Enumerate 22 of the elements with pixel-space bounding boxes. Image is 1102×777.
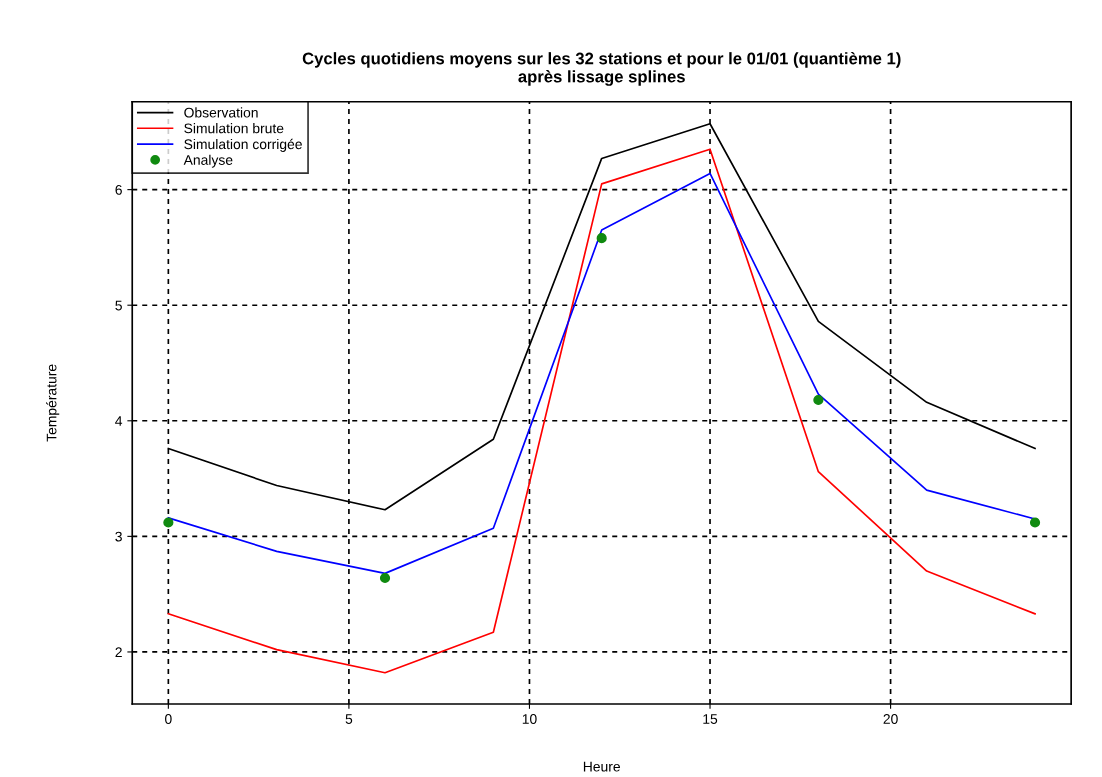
legend-label: Observation [184,107,258,118]
legend-label: Analyse [183,154,233,168]
point [163,517,174,528]
y-tick-label: 5 [115,300,122,311]
x-tick-label: 20 [883,714,898,724]
point [379,572,391,584]
y-tick-label: 6 [115,184,122,195]
point [1029,517,1041,528]
x-axis-title: Heure [583,761,620,772]
chart-title: Cycles quotidiens moyens sur les 32 stations et pour le 01/01 (quantième 1) après lissage splines [302,51,901,86]
y-axis-title: Température [46,364,60,442]
y-tick-label: 4 [115,416,123,426]
y-tick-label: 3 [115,531,122,542]
y-tick-label: 2 [115,647,122,657]
x-tick-label: 15 [703,714,718,724]
x-tick-label: 5 [345,714,353,724]
point [596,233,607,244]
legend-label: Simulation brute [184,123,284,134]
x-tick-label: 10 [522,714,537,724]
point [813,394,824,406]
x-tick-label: 0 [165,714,172,724]
legend-label: Simulation corrigée [184,138,302,152]
